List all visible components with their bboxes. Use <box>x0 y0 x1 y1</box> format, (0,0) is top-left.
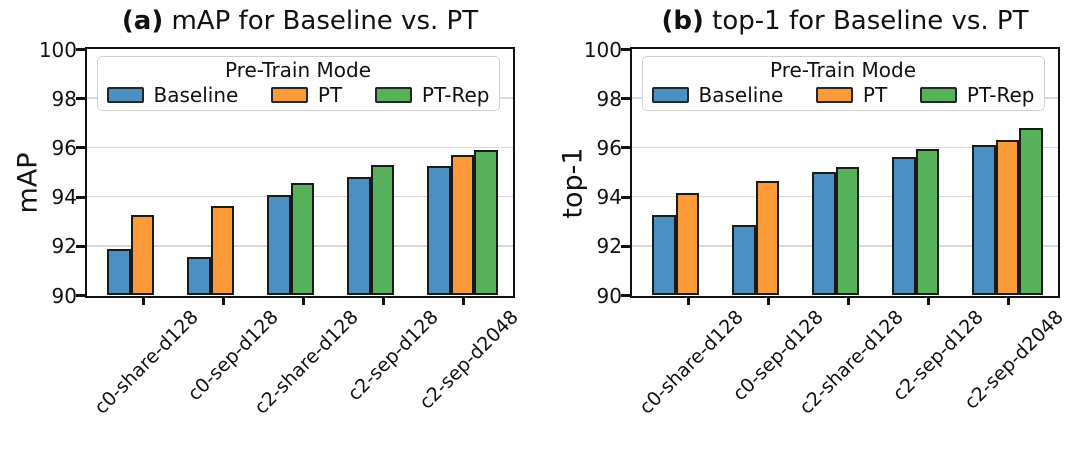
legend-item-baseline: Baseline <box>106 82 239 107</box>
chart-b-legend: Pre-Train Mode Baseline PT PT-Rep <box>641 55 1045 111</box>
bar-baseline-c2-sep-d2048 <box>971 144 996 295</box>
legend-label-pt: PT <box>317 82 343 107</box>
legend-title: Pre-Train Mode <box>224 57 371 82</box>
y-tick-mark <box>621 146 630 150</box>
y-tick-label: 98 <box>596 86 622 111</box>
bar-baseline-c2-share-d128 <box>811 172 836 295</box>
chart-a-title-prefix: (a) <box>121 6 164 36</box>
x-tick-mark <box>381 297 385 305</box>
y-tick-mark <box>76 48 85 51</box>
chart-b-panel: (b) top-1 for Baseline vs. PT top-1 Pre-… <box>545 0 1079 452</box>
bar-pt-c0-share-d128 <box>130 215 155 295</box>
bar-pt-rep-c2-sep-d2048 <box>474 149 499 295</box>
y-tick-label: 92 <box>596 234 622 259</box>
x-tick-mark <box>221 297 225 305</box>
x-tick-mark <box>766 297 770 305</box>
bar-pt-rep-c2-sep-d128 <box>915 148 940 295</box>
chart-a-plot-area: Pre-Train Mode Baseline PT PT-Rep <box>85 47 515 298</box>
chart-b-y-axis-label: top-1 <box>557 147 589 219</box>
pt-rep-swatch-icon <box>919 86 957 103</box>
y-tick-label: 90 <box>596 283 622 308</box>
y-tick-label: 92 <box>51 234 77 259</box>
y-tick-mark <box>76 146 85 150</box>
bar-pt-c0-sep-d128 <box>755 180 780 295</box>
legend-entries: Baseline PT PT-Rep <box>643 83 1044 107</box>
chart-b-plot-area: Pre-Train Mode Baseline PT PT-Rep <box>630 47 1060 298</box>
x-tick-mark <box>301 297 305 305</box>
y-tick-label: 94 <box>51 185 77 210</box>
gridline <box>632 146 1058 149</box>
gridline <box>87 146 513 149</box>
bar-baseline-c2-sep-d128 <box>346 176 371 295</box>
chart-b-title: (b) top-1 for Baseline vs. PT <box>630 4 1060 38</box>
y-tick-mark <box>76 294 85 297</box>
y-tick-mark <box>621 195 630 199</box>
legend-label-baseline: Baseline <box>153 82 239 107</box>
bar-pt-c2-sep-d2048 <box>995 140 1020 295</box>
bar-pt-rep-c2-sep-d128 <box>370 164 395 295</box>
chart-a-panel: (a) mAP for Baseline vs. PT mAP Pre-Trai… <box>0 0 534 452</box>
legend-label-baseline: Baseline <box>698 82 784 107</box>
y-tick-label: 94 <box>596 185 622 210</box>
chart-a-title-text: mAP for Baseline vs. PT <box>163 6 479 36</box>
bar-baseline-c2-share-d128 <box>266 195 291 295</box>
y-tick-mark <box>621 244 630 248</box>
bar-pt-c2-sep-d2048 <box>450 154 475 295</box>
y-tick-mark <box>76 244 85 248</box>
x-tick-mark <box>846 297 850 305</box>
y-tick-mark <box>621 48 630 51</box>
pt-rep-swatch-icon <box>374 86 412 103</box>
chart-b-title-prefix: (b) <box>661 6 704 36</box>
bar-baseline-c0-share-d128 <box>651 215 676 295</box>
y-tick-label: 96 <box>51 135 77 160</box>
legend-item-pt-rep: PT-Rep <box>919 82 1035 107</box>
bar-pt-rep-c2-sep-d2048 <box>1019 127 1044 295</box>
baseline-swatch-icon <box>651 86 689 103</box>
y-tick-mark <box>621 97 630 101</box>
legend-label-pt-rep: PT-Rep <box>966 82 1035 107</box>
y-tick-label: 100 <box>583 37 622 62</box>
x-tick-mark <box>1006 297 1010 305</box>
pt-swatch-icon <box>815 86 853 103</box>
y-tick-mark <box>76 97 85 101</box>
bar-baseline-c0-share-d128 <box>106 249 131 295</box>
x-tick-mark <box>686 297 690 305</box>
x-tick-mark <box>926 297 930 305</box>
bar-baseline-c0-sep-d128 <box>186 256 211 295</box>
pt-swatch-icon <box>270 86 308 103</box>
y-tick-label: 96 <box>596 135 622 160</box>
legend-label-pt: PT <box>862 82 888 107</box>
x-tick-label-c0-share-d128: c0-share-d128 <box>89 306 203 419</box>
y-tick-label: 90 <box>51 283 77 308</box>
legend-item-pt: PT <box>270 82 343 107</box>
bar-baseline-c2-sep-d2048 <box>426 165 451 295</box>
x-tick-mark <box>141 297 145 305</box>
chart-a-title: (a) mAP for Baseline vs. PT <box>85 4 515 38</box>
bar-pt-c0-share-d128 <box>675 192 700 295</box>
chart-a-legend: Pre-Train Mode Baseline PT PT-Rep <box>96 55 500 111</box>
y-tick-mark <box>621 294 630 297</box>
chart-b-title-text: top-1 for Baseline vs. PT <box>703 6 1029 36</box>
bar-pt-rep-c2-share-d128 <box>835 167 860 295</box>
y-tick-mark <box>76 195 85 199</box>
legend-item-pt-rep: PT-Rep <box>374 82 490 107</box>
legend-entries: Baseline PT PT-Rep <box>98 83 499 107</box>
bar-pt-rep-c2-share-d128 <box>290 183 315 295</box>
y-tick-label: 100 <box>38 37 77 62</box>
legend-label-pt-rep: PT-Rep <box>421 82 490 107</box>
legend-item-baseline: Baseline <box>651 82 784 107</box>
bar-baseline-c0-sep-d128 <box>731 224 756 295</box>
legend-item-pt: PT <box>815 82 888 107</box>
bar-baseline-c2-sep-d128 <box>891 157 916 295</box>
y-tick-label: 98 <box>51 86 77 111</box>
x-tick-mark <box>461 297 465 305</box>
baseline-swatch-icon <box>106 86 144 103</box>
x-tick-label-c0-share-d128: c0-share-d128 <box>634 306 748 419</box>
legend-title: Pre-Train Mode <box>769 57 916 82</box>
bar-pt-c0-sep-d128 <box>210 206 235 295</box>
